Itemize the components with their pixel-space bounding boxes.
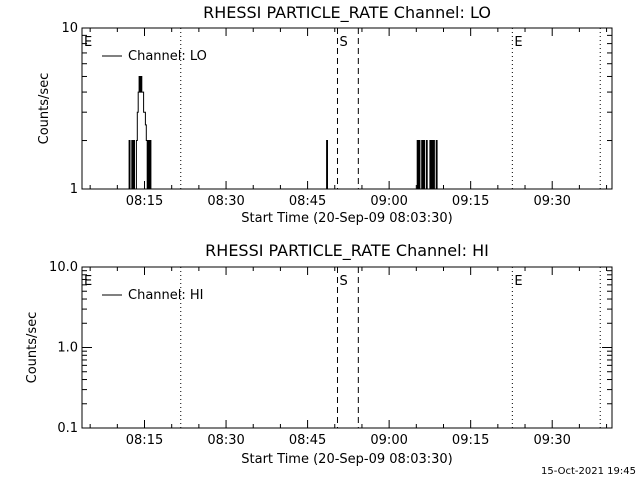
x-tick-label: 09:15 xyxy=(452,194,489,209)
y-axis-label: Counts/sec xyxy=(37,73,52,145)
x-tick-label: 08:15 xyxy=(126,433,163,448)
x-tick-label: 08:30 xyxy=(207,433,244,448)
y-axis-label: Counts/sec xyxy=(25,312,40,384)
y-tick-label: 1.0 xyxy=(57,341,78,356)
chart-title: RHESSI PARTICLE_RATE Channel: HI xyxy=(205,241,489,261)
x-tick-label: 09:30 xyxy=(533,433,570,448)
event-marker-label: S xyxy=(339,35,347,50)
hi-channel-panel: RHESSI PARTICLE_RATE Channel: HI 08:15 08:… xyxy=(25,241,613,467)
y-tick-label: 10 xyxy=(61,21,78,36)
x-tick-label: 09:00 xyxy=(370,433,407,448)
x-tick-label: 09:30 xyxy=(533,194,570,209)
lo-channel-panel: RHESSI PARTICLE_RATE Channel: LO 08:15 08:… xyxy=(37,3,613,226)
series-line xyxy=(128,76,439,190)
y-tick-label: 0.1 xyxy=(57,421,78,436)
x-axis-label: Start Time (20-Sep-09 08:03:30) xyxy=(241,211,452,226)
event-marker-label: E xyxy=(514,274,522,289)
event-marker-label: E xyxy=(514,35,522,50)
event-marker-label: E xyxy=(84,274,92,289)
event-marker-label: E xyxy=(84,35,92,50)
footer-timestamp: 15-Oct-2021 19:45 xyxy=(541,466,636,477)
x-axis-label: Start Time (20-Sep-09 08:03:30) xyxy=(241,452,452,467)
legend-label: Channel: LO xyxy=(128,49,207,64)
event-marker-label: S xyxy=(339,274,347,289)
y-tick-label: 1 xyxy=(70,182,78,197)
y-tick-label: 10.0 xyxy=(49,260,78,275)
x-tick-label: 08:45 xyxy=(289,194,326,209)
x-tick-label: 08:30 xyxy=(207,194,244,209)
x-tick-label: 09:00 xyxy=(370,194,407,209)
x-tick-label: 08:45 xyxy=(289,433,326,448)
legend-label: Channel: HI xyxy=(128,288,204,303)
x-tick-label: 08:15 xyxy=(126,194,163,209)
chart-title: RHESSI PARTICLE_RATE Channel: LO xyxy=(203,3,491,23)
x-tick-label: 09:15 xyxy=(452,433,489,448)
